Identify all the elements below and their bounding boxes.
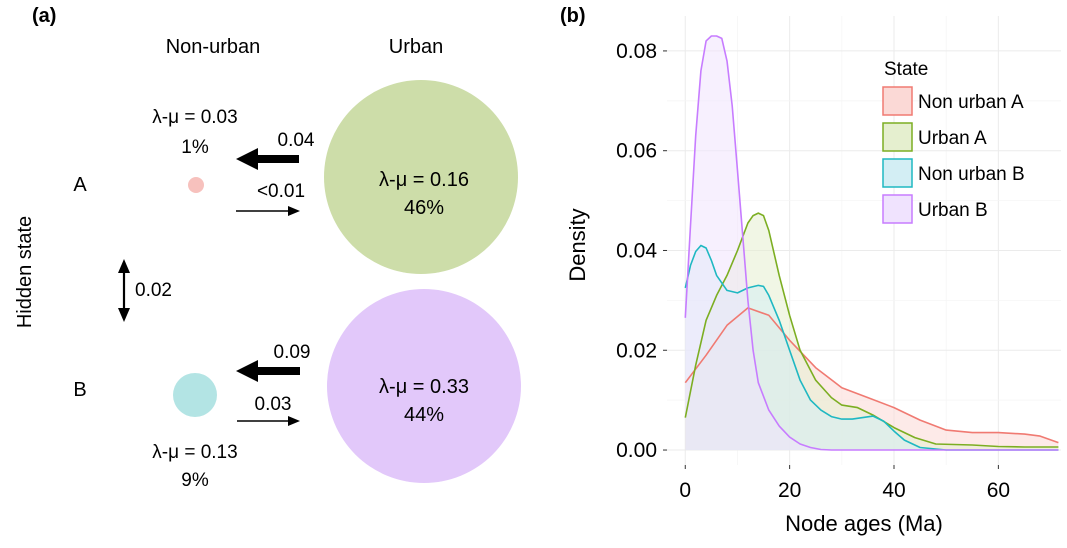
nonurban-a-rate: λ-μ = 0.03 xyxy=(152,107,237,128)
urban-b-rate: λ-μ = 0.33 xyxy=(379,376,469,398)
arrow-b-nonurban-to-urban-rate: 0.03 xyxy=(255,394,292,415)
y-tick-label: 0.04 xyxy=(616,239,657,262)
series-line-non-urban-b xyxy=(684,244,1059,451)
legend-swatch-urban-b xyxy=(882,194,913,224)
series-line-non-urban-a xyxy=(684,307,1059,444)
legend-label-non-urban-a: Non urban A xyxy=(918,92,1024,113)
y-tick-label: 0.06 xyxy=(616,140,657,163)
legend-label-urban-a: Urban A xyxy=(918,128,987,149)
y-tick-label: 0.08 xyxy=(616,40,657,63)
arrow-a-nonurban-to-urban-rate: <0.01 xyxy=(257,181,305,202)
legend-title: State xyxy=(884,59,928,80)
urban-a-percent: 46% xyxy=(404,197,444,219)
arrow-hidden-state-switch xyxy=(118,259,130,322)
y-tick-label: 0.02 xyxy=(616,339,657,362)
x-tick-label: 20 xyxy=(778,479,801,502)
nonurban-b-circle xyxy=(173,373,217,417)
urban-b-percent: 44% xyxy=(404,404,444,426)
panel-a: (a) Non-urban Urban A B Hidden state λ-μ… xyxy=(14,5,521,491)
x-tick-label: 0 xyxy=(679,479,691,502)
legend-label-non-urban-b: Non urban B xyxy=(918,164,1025,185)
column-header-non-urban: Non-urban xyxy=(166,36,261,58)
panel-b-label: (b) xyxy=(560,5,586,27)
arrow-a-nonurban-to-urban xyxy=(236,206,300,216)
urban-a-circle xyxy=(324,80,518,274)
legend: State Non urban A Urban A Non urban B Urban… xyxy=(882,59,1025,224)
row-label-b: B xyxy=(73,379,86,401)
nonurban-b-percent: 9% xyxy=(181,470,209,491)
y-axis-title: Density xyxy=(565,208,590,281)
y-tick-label: 0.00 xyxy=(616,439,657,462)
arrow-b-urban-to-nonurban xyxy=(236,360,300,382)
legend-label-urban-b: Urban B xyxy=(918,200,988,221)
arrow-b-nonurban-to-urban xyxy=(237,416,300,426)
column-header-urban: Urban xyxy=(389,36,443,58)
y-axis-label-hidden-state: Hidden state xyxy=(14,216,36,328)
urban-a-rate: λ-μ = 0.16 xyxy=(379,169,469,191)
legend-swatch-non-urban-a xyxy=(882,86,913,116)
legend-swatch-non-urban-b xyxy=(882,158,913,188)
arrow-a-urban-to-nonurban xyxy=(236,148,299,170)
nonurban-a-circle xyxy=(188,177,204,193)
urban-b-circle xyxy=(327,289,521,483)
row-label-a: A xyxy=(73,174,87,196)
x-axis-title: Node ages (Ma) xyxy=(785,511,943,536)
x-tick-label: 40 xyxy=(882,479,905,502)
arrow-a-urban-to-nonurban-rate: 0.04 xyxy=(278,130,315,151)
legend-swatch-urban-a xyxy=(882,122,913,152)
series-area-urban-b xyxy=(685,36,1059,450)
series-area-non-urban-b xyxy=(685,245,1059,450)
axes: 0.00 0.02 0.04 0.06 0.08 0 20 40 60 xyxy=(616,40,1010,502)
x-tick-label: 60 xyxy=(987,479,1010,502)
series-line-urban-a xyxy=(684,212,1059,448)
arrow-b-urban-to-nonurban-rate: 0.09 xyxy=(274,342,311,363)
panel-b: (b) 0.000.020.040.060.080 20 40 60 Density … xyxy=(560,5,1061,536)
nonurban-b-rate: λ-μ = 0.13 xyxy=(152,442,237,463)
panel-a-label: (a) xyxy=(32,5,56,27)
hidden-state-switch-rate: 0.02 xyxy=(135,280,172,301)
series-line-urban-b xyxy=(684,35,1059,451)
nonurban-a-percent: 1% xyxy=(181,137,209,158)
density-series xyxy=(684,35,1059,451)
